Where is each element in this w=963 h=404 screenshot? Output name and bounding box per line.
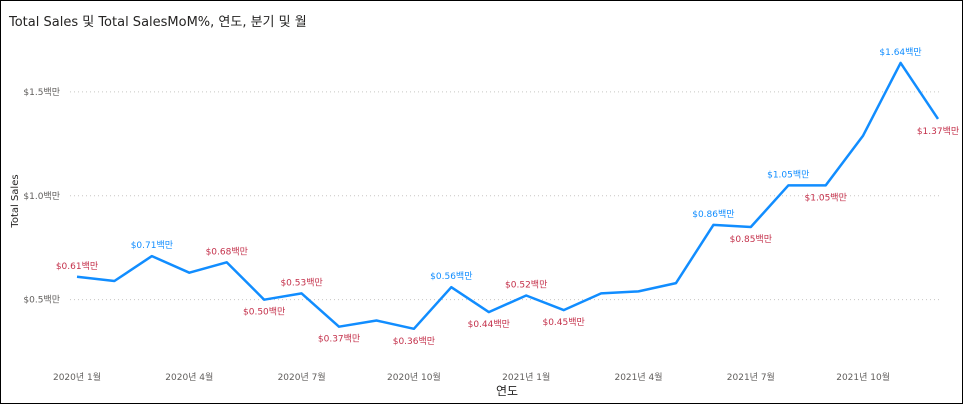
data-label: $1.05백만 (805, 192, 847, 203)
x-axis-title: 연도 (496, 384, 518, 398)
data-label: $0.53백만 (280, 277, 322, 288)
data-label: $1.05백만 (767, 169, 809, 180)
x-tick-label: 2021년 7월 (727, 371, 775, 383)
data-labels: $0.61백만 $0.71백만 $0.68백만 $0.50백만 $0.53백만 $0.37… (56, 47, 959, 347)
data-label: $0.50백만 (243, 307, 285, 318)
data-label: $1.64백만 (879, 47, 921, 58)
data-label: $0.45백만 (542, 317, 584, 328)
gridlines (70, 91, 940, 301)
data-label: $0.37백만 (318, 334, 360, 345)
x-axis-ticks: 2020년 1월 2020년 4월 2020년 7월 2020년 10월 2021년 1… (53, 371, 890, 383)
data-label: $1.37백만 (917, 126, 959, 137)
x-tick-label: 2020년 7월 (278, 371, 326, 383)
x-tick-label: 2020년 10월 (387, 371, 441, 383)
data-label: $0.36백만 (393, 336, 435, 347)
y-tick-label: $1.0백만 (23, 191, 60, 202)
y-tick-label: $0.5백만 (23, 295, 60, 306)
x-tick-label: 2020년 1월 (53, 371, 101, 383)
x-tick-label: 2021년 1월 (502, 371, 550, 383)
data-label: $0.61백만 (56, 261, 98, 272)
chart-title: Total Sales 및 Total SalesMoM%, 연도, 분기 및 … (9, 15, 307, 30)
x-tick-label: 2020년 4월 (165, 371, 213, 383)
data-label: $0.52백만 (505, 280, 547, 291)
x-tick-label: 2021년 4월 (614, 371, 662, 383)
data-label: $0.71백만 (131, 240, 173, 251)
data-label: $0.86백만 (692, 209, 734, 220)
x-tick-label: 2021년 10월 (836, 371, 890, 383)
data-label: $0.44백만 (468, 319, 510, 330)
series-line-total-sales (76, 61, 940, 331)
y-tick-label: $1.5백만 (23, 87, 60, 98)
y-axis-ticks: $0.5백만 $1.0백만 $1.5백만 (23, 87, 60, 306)
data-label: $0.85백만 (730, 234, 772, 245)
data-label: $0.56백만 (430, 271, 472, 282)
data-label: $0.68백만 (206, 246, 248, 257)
y-axis-title: Total Sales (10, 174, 21, 228)
